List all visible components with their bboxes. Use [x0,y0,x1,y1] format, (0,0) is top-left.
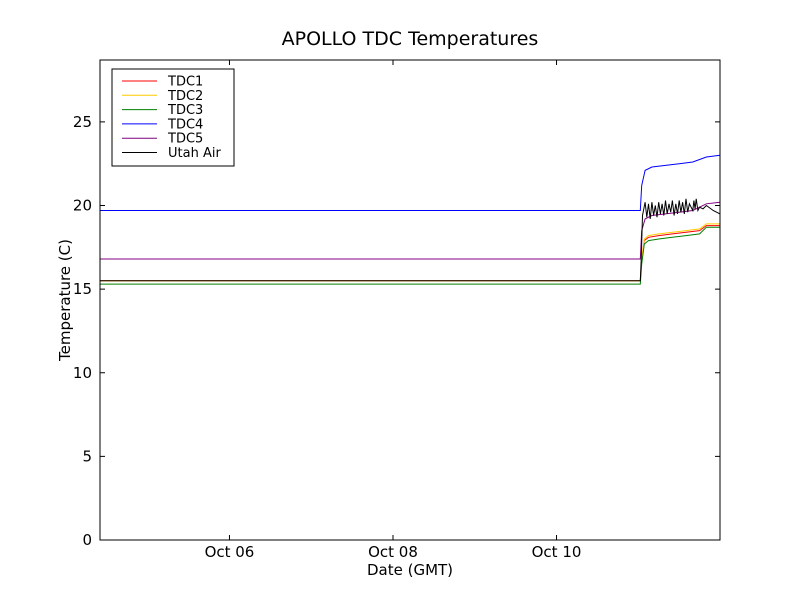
legend-box [111,68,235,167]
y-tick-label: 25 [73,113,92,131]
legend-label: TDC2 [167,89,203,104]
legend-label: TDC1 [167,75,203,90]
legend-label: Utah Air [168,146,221,161]
x-axis-label: Date (GMT) [367,561,453,579]
series-line-tdc4 [100,154,721,211]
y-tick-label: 5 [82,447,92,465]
y-axis-label: Temperature (C) [56,239,74,362]
legend-label: TDC4 [167,117,203,132]
ticks-layer: 0 5 10 15 20 25 Oct 06 Oct 08 Oct 10 [73,60,720,561]
legend-label: TDC5 [167,132,203,147]
series-line-utah-air [100,198,721,282]
y-tick-label: 20 [73,197,92,215]
x-tick-label: Oct 08 [368,543,418,561]
plot-frame [99,59,721,541]
y-tick-label: 15 [73,280,92,298]
x-tick-label: Oct 10 [532,543,582,561]
legend-label: TDC3 [167,103,203,118]
y-tick-label: 10 [73,364,92,382]
x-tick-label: Oct 06 [205,543,255,561]
y-tick-label: 0 [82,531,92,549]
series-layer [100,154,721,285]
chart-title: APOLLO TDC Temperatures [282,28,539,50]
